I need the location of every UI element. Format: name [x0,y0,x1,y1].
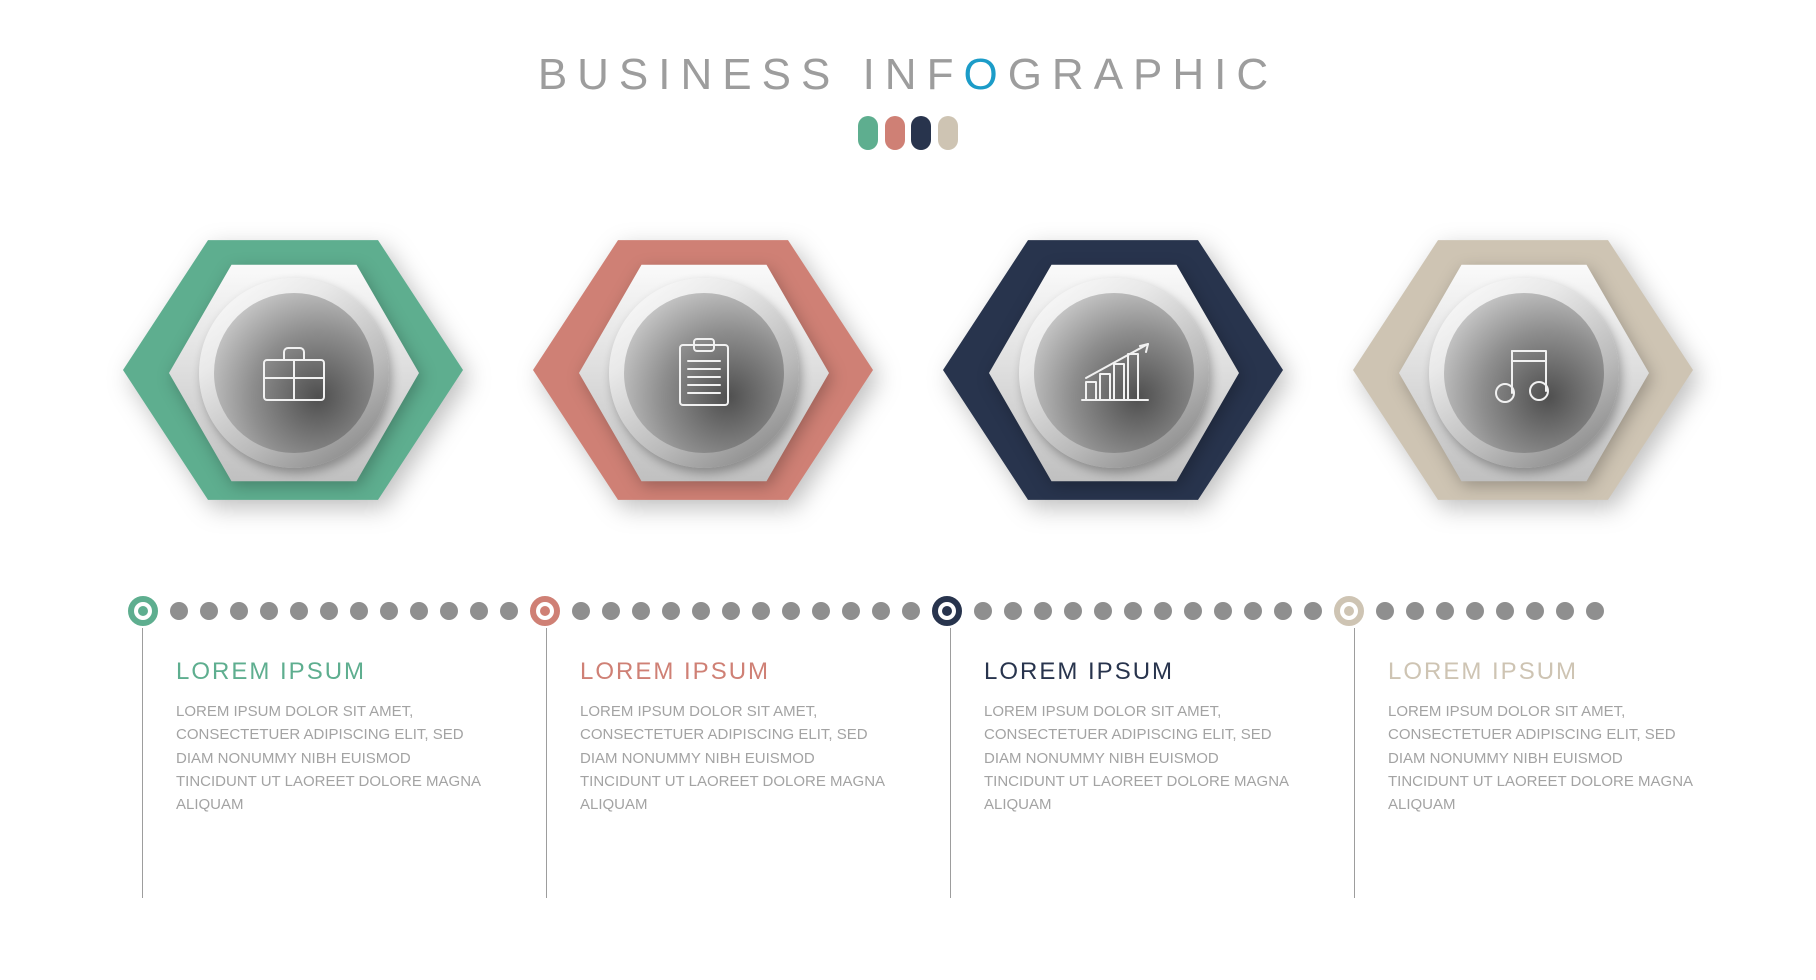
timeline-dot [200,602,218,620]
timeline-dot [902,602,920,620]
text-block-body: LOREM IPSUM DOLOR SIT AMET, CONSECTETUER… [580,700,896,816]
music-note-icon [1444,293,1604,453]
timeline-ring-1 [128,596,158,626]
timeline-dot [662,602,680,620]
bar-chart-icon [1034,293,1194,453]
page-title: BUSINESS INFOGRAPHIC [0,50,1816,100]
timeline-dot [1406,602,1424,620]
hex-knob [1019,278,1209,468]
timeline-dot [1184,602,1202,620]
timeline-dot [1214,602,1232,620]
timeline-ring-dot [540,606,550,616]
timeline-dot [440,602,458,620]
timeline-dot [350,602,368,620]
text-row: LOREM IPSUM LOREM IPSUM DOLOR SIT AMET, C… [128,628,1756,928]
palette-pill-3 [911,116,931,150]
timeline-dot [230,602,248,620]
timeline-dot [872,602,890,620]
text-block-3: LOREM IPSUM LOREM IPSUM DOLOR SIT AMET, C… [936,628,1340,928]
timeline-dot [1064,602,1082,620]
timeline-dot [1376,602,1394,620]
timeline-dot [1556,602,1574,620]
timeline-ring-3 [932,596,962,626]
hex-knob-face [624,293,784,453]
hex-knob [609,278,799,468]
text-block-4: LOREM IPSUM LOREM IPSUM DOLOR SIT AMET, C… [1340,628,1744,928]
hex-knob [199,278,389,468]
infographic-canvas: BUSINESS INFOGRAPHIC LOREM IPSUMLOREM IP… [0,0,1816,980]
text-block-divider [950,628,951,898]
timeline-ring-2 [530,596,560,626]
timeline-ring-4 [1334,596,1364,626]
hex-knob-face [214,293,374,453]
timeline-dot [1124,602,1142,620]
palette-pills [0,116,1816,155]
timeline-dot [380,602,398,620]
text-block-heading: LOREM IPSUM [1388,658,1744,686]
text-block-body: LOREM IPSUM DOLOR SIT AMET, CONSECTETUER… [1388,700,1704,816]
timeline-dot [1526,602,1544,620]
timeline-dot [1034,602,1052,620]
clipboard-icon [624,293,784,453]
title-accent-o: O [963,50,1007,99]
timeline-dot [632,602,650,620]
timeline-dot [1496,602,1514,620]
text-block-1: LOREM IPSUM LOREM IPSUM DOLOR SIT AMET, C… [128,628,532,928]
hex-knob [1429,278,1619,468]
timeline-dot [500,602,518,620]
timeline-dot [1466,602,1484,620]
hex-knob-face [1444,293,1604,453]
title-word-2-post: GRAPHIC [1008,50,1278,99]
timeline-dot [1436,602,1454,620]
timeline-dot [692,602,710,620]
palette-pill-4 [938,116,958,150]
timeline-dot [1304,602,1322,620]
timeline-dot [572,602,590,620]
text-block-body: LOREM IPSUM DOLOR SIT AMET, CONSECTETUER… [176,700,492,816]
hex-step-1 [123,220,463,520]
text-block-divider [546,628,547,898]
timeline-dot [470,602,488,620]
timeline-dots [128,596,1746,626]
timeline-dot [260,602,278,620]
hex-step-3 [943,220,1283,520]
timeline-dot [1094,602,1112,620]
palette-pill-2 [885,116,905,150]
title-word-1: BUSINESS [538,50,841,99]
hex-row [0,220,1816,540]
timeline-dot [812,602,830,620]
text-block-body: LOREM IPSUM DOLOR SIT AMET, CONSECTETUER… [984,700,1300,816]
briefcase-icon [214,293,374,453]
title-word-2-pre: INF [863,50,964,99]
timeline-dot [290,602,308,620]
timeline-dot [170,602,188,620]
timeline-dot [1274,602,1292,620]
timeline-dot [1004,602,1022,620]
timeline-dot [842,602,860,620]
text-block-divider [1354,628,1355,898]
timeline-dot [410,602,428,620]
text-block-heading: LOREM IPSUM [984,658,1340,686]
timeline-dot [752,602,770,620]
text-block-heading: LOREM IPSUM [176,658,532,686]
timeline-dot [1586,602,1604,620]
text-block-divider [142,628,143,898]
timeline-ring-dot [138,606,148,616]
timeline-dot [782,602,800,620]
hex-step-4 [1353,220,1693,520]
timeline-ring-dot [1344,606,1354,616]
timeline-dot [974,602,992,620]
timeline-ring-dot [942,606,952,616]
timeline-dot [320,602,338,620]
timeline-dot [1154,602,1172,620]
hex-step-2 [533,220,873,520]
text-block-heading: LOREM IPSUM [580,658,936,686]
timeline-dot [1244,602,1262,620]
hex-knob-face [1034,293,1194,453]
timeline-dot [722,602,740,620]
palette-pill-1 [858,116,878,150]
timeline-dot [602,602,620,620]
text-block-2: LOREM IPSUM LOREM IPSUM DOLOR SIT AMET, C… [532,628,936,928]
